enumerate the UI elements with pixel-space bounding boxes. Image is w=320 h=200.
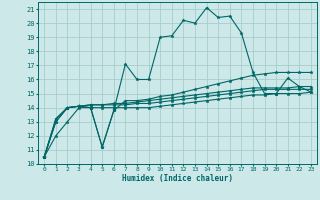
X-axis label: Humidex (Indice chaleur): Humidex (Indice chaleur) (122, 174, 233, 183)
